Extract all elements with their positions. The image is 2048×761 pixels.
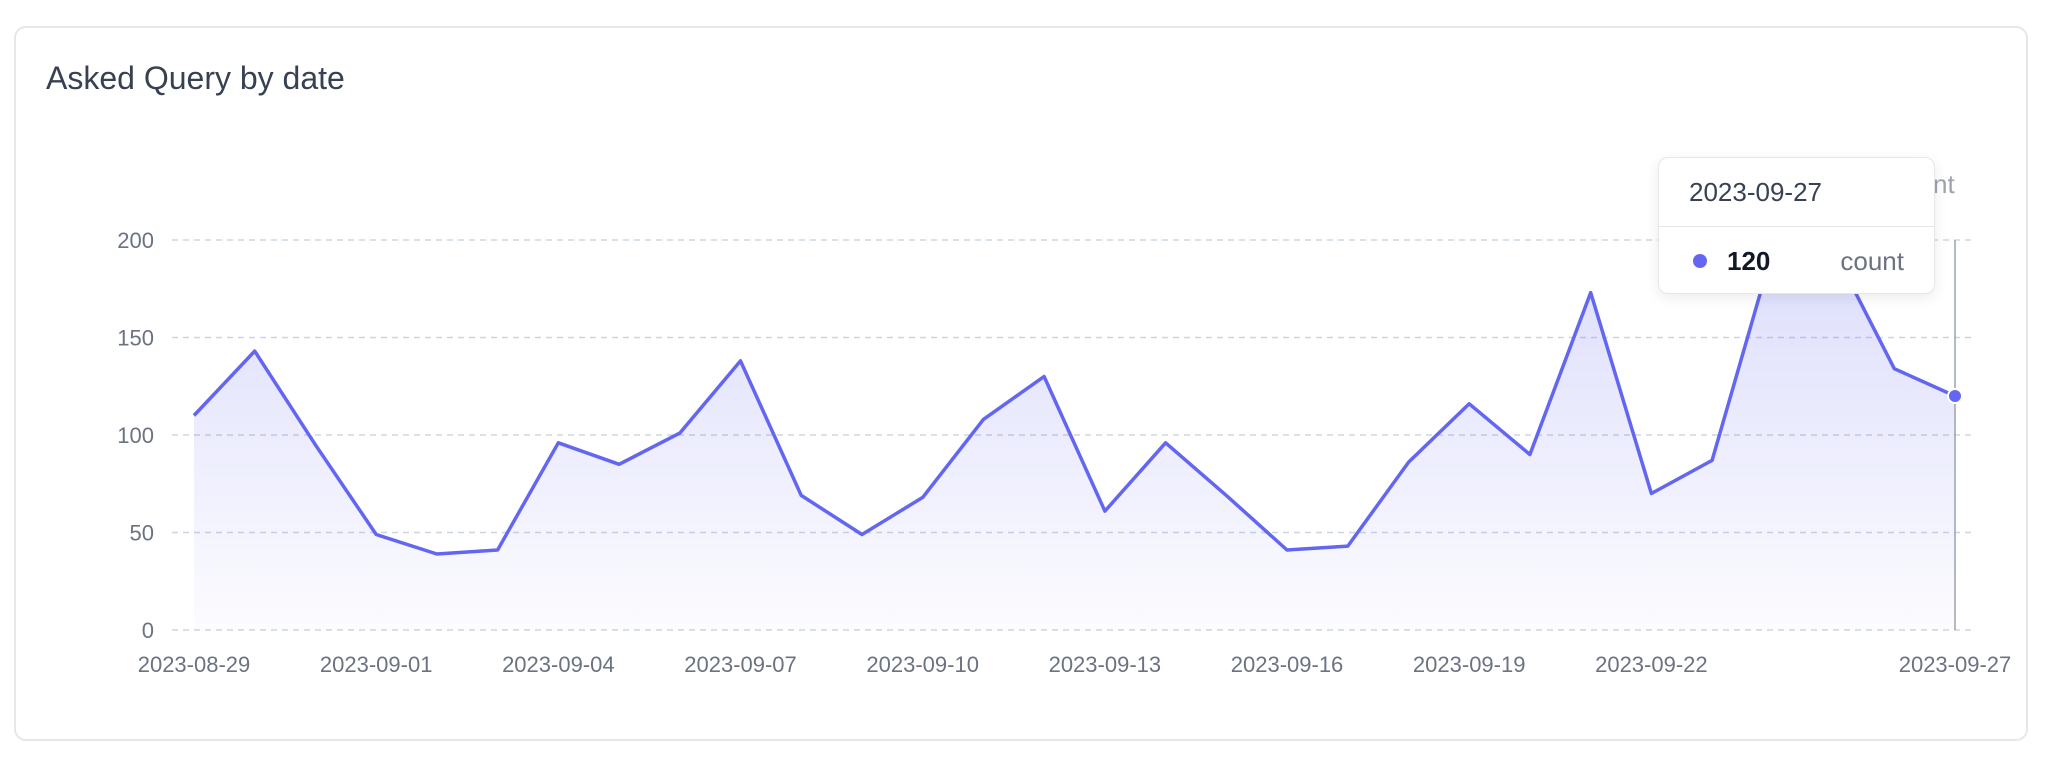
data-point[interactable]	[1223, 492, 1229, 498]
data-point[interactable]	[798, 492, 804, 498]
series-area	[194, 249, 1955, 631]
data-point[interactable]	[616, 461, 622, 467]
data-point[interactable]	[555, 440, 561, 446]
data-point[interactable]	[1891, 366, 1897, 372]
data-point[interactable]	[1284, 547, 1290, 553]
y-tick-label: 0	[142, 618, 154, 643]
data-point[interactable]	[434, 551, 440, 557]
data-point[interactable]	[738, 358, 744, 364]
x-tick-label: 2023-09-13	[1049, 652, 1162, 677]
x-tick-label: 2023-09-16	[1231, 652, 1344, 677]
chart-title: Asked Query by date	[46, 60, 345, 96]
x-tick-label: 2023-09-19	[1413, 652, 1526, 677]
data-point[interactable]	[312, 442, 318, 448]
data-point[interactable]	[1527, 452, 1533, 458]
x-tick-label: 2023-09-01	[320, 652, 433, 677]
x-tick-label: 2023-09-27	[1899, 652, 2012, 677]
data-point[interactable]	[191, 413, 197, 419]
data-point[interactable]	[1405, 459, 1411, 465]
x-tick-label: 2023-09-04	[502, 652, 615, 677]
tooltip-series-name: count	[1840, 245, 1904, 276]
tooltip: 2023-09-27 120 count	[1658, 157, 1935, 294]
highlighted-point[interactable]	[1947, 388, 1963, 404]
data-point[interactable]	[920, 494, 926, 500]
series-line	[192, 248, 1956, 556]
data-point[interactable]	[1163, 440, 1169, 446]
data-point[interactable]	[1648, 491, 1654, 497]
series-dot-icon	[1693, 254, 1707, 268]
data-point[interactable]	[495, 547, 501, 553]
legend-label-partial: nt	[1933, 169, 1955, 199]
x-tick-label: 2023-09-10	[866, 652, 979, 677]
data-point[interactable]	[1041, 374, 1047, 380]
tooltip-row: 120 count	[1659, 227, 1934, 295]
data-point[interactable]	[252, 348, 258, 354]
data-point[interactable]	[1102, 508, 1108, 514]
y-tick-label: 150	[117, 326, 154, 351]
y-tick-label: 100	[117, 423, 154, 448]
data-point[interactable]	[859, 531, 865, 537]
x-tick-label: 2023-08-29	[138, 652, 251, 677]
tooltip-value: 120	[1727, 245, 1771, 276]
data-point[interactable]	[1588, 290, 1594, 296]
data-point[interactable]	[1466, 401, 1472, 407]
data-point[interactable]	[1345, 543, 1351, 549]
tooltip-date: 2023-09-27	[1659, 158, 1934, 227]
data-point[interactable]	[373, 531, 379, 537]
y-tick-label: 200	[117, 228, 154, 253]
data-point[interactable]	[677, 430, 683, 436]
x-tick-label: 2023-09-22	[1595, 652, 1708, 677]
x-tick-label: 2023-09-07	[684, 652, 797, 677]
y-tick-label: 50	[130, 521, 154, 546]
data-point[interactable]	[980, 416, 986, 422]
data-point[interactable]	[1709, 457, 1715, 463]
